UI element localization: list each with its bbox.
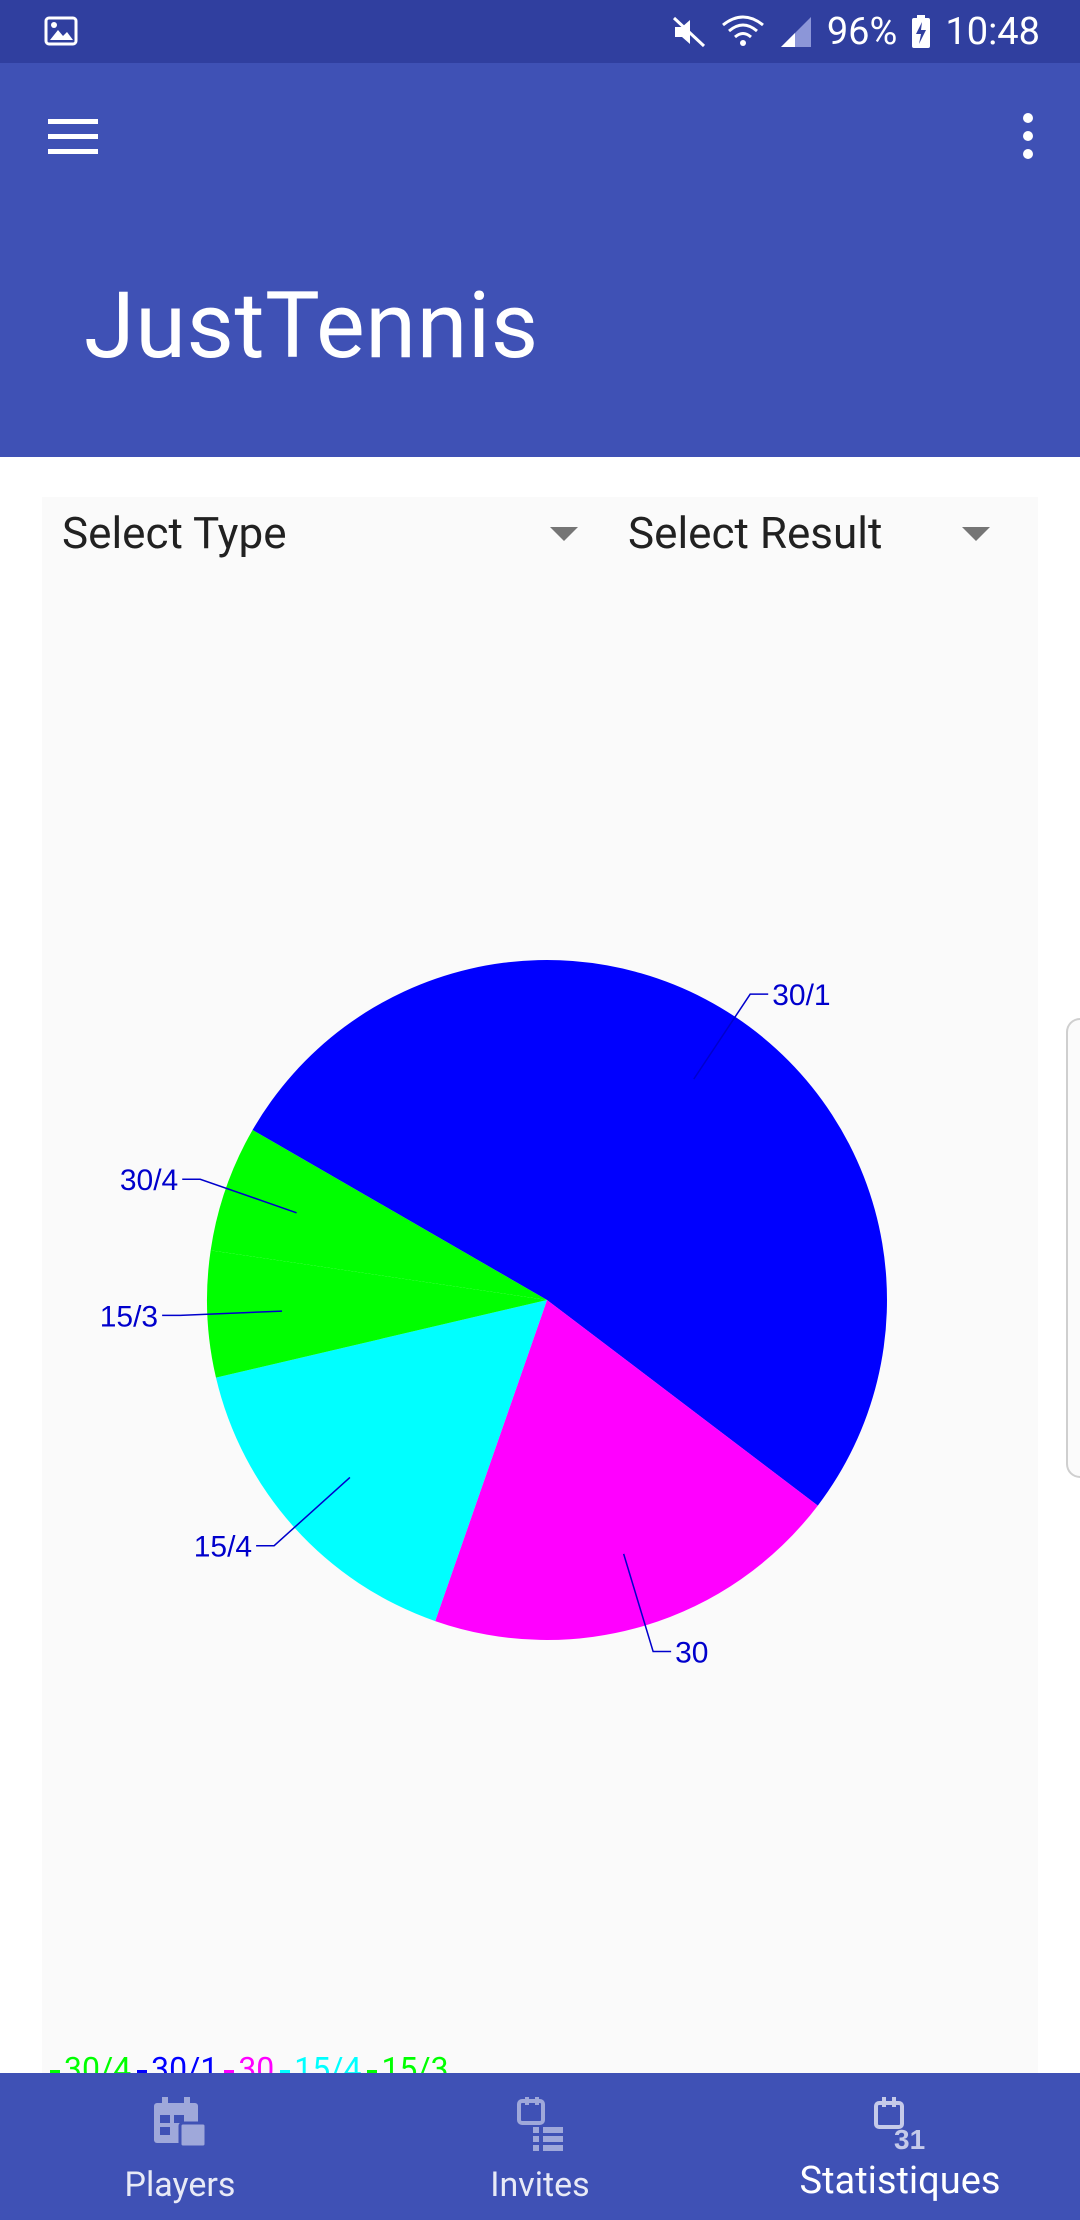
chart-legend: 30/4 30/1 30 15/4 15/3 [50,2050,455,2074]
app-bar: JustTennis [0,63,1080,457]
dropdown-arrow-icon [550,527,578,541]
legend-swatch [50,2070,60,2074]
result-select-label: Select Result [628,507,883,559]
tab-statistiques-label: Statistiques [799,2159,1001,2203]
invites-list-icon [517,2097,563,2151]
legend-entry: 15/3 [367,2050,449,2074]
leader-line [162,1310,283,1317]
statistics-calendar-icon: 31 [874,2097,925,2151]
legend-entry: 30/4 [50,2050,131,2074]
bottom-navigation: Players Invites 31 Statistiques [0,2073,1080,2220]
svg-text:31: 31 [894,2124,925,2151]
legend-label: 15/3 [381,2050,449,2074]
leader-line [693,993,769,1080]
legend-swatch [224,2070,235,2074]
legend-entry: 30 [224,2050,274,2074]
result-select[interactable]: Select Result [628,497,1028,569]
slice-label: 30/4 [120,1164,178,1197]
hamburger-icon[interactable] [48,117,100,157]
more-vert-icon[interactable] [1020,113,1036,159]
status-bar: 96% 10:48 [0,0,1080,63]
battery-percent: 96% [826,9,898,54]
leader-line [622,1553,672,1653]
pie-slice-30-4 [210,1130,547,1300]
type-select-label: Select Type [62,507,287,559]
dropdown-arrow-icon [962,527,990,541]
slice-label: 30 [675,1637,708,1670]
pie-slice-30-1 [252,960,887,1506]
tab-players[interactable]: Players [0,2073,360,2220]
pie-chart: 30/1 30 15/4 15/3 30/4 [100,960,887,1670]
image-icon [44,16,78,46]
tab-players-label: Players [124,2165,236,2205]
app-title: JustTennis [84,273,539,380]
tab-statistiques[interactable]: 31 Statistiques [720,2073,1080,2220]
slice-label: 30/1 [772,979,830,1012]
battery-charging-icon [912,14,931,48]
mute-icon [672,16,705,47]
legend-label: 30 [238,2050,275,2074]
players-calendar-icon [154,2097,208,2149]
type-select[interactable]: Select Type [62,497,582,569]
legend-swatch [280,2070,291,2074]
pie-slice-30 [435,1300,818,1640]
tab-invites-label: Invites [490,2165,590,2205]
legend-swatch [137,2070,148,2074]
clock: 10:48 [945,9,1040,54]
wifi-icon [721,15,764,46]
tab-invites[interactable]: Invites [360,2073,720,2220]
legend-entry: 30/1 [137,2050,218,2074]
slice-label: 15/4 [194,1531,252,1564]
legend-label: 15/4 [294,2050,362,2074]
leader-line [182,1178,297,1214]
legend-swatch [367,2070,378,2074]
legend-label: 30/1 [151,2050,219,2074]
pie-slice-15-3 [206,1250,547,1378]
legend-label: 30/4 [64,2050,132,2074]
pie-slice-15-4 [215,1300,548,1622]
signal-icon [780,16,811,47]
leader-line [256,1476,351,1547]
legend-entry: 15/4 [280,2050,361,2074]
slice-label: 15/3 [100,1300,158,1333]
